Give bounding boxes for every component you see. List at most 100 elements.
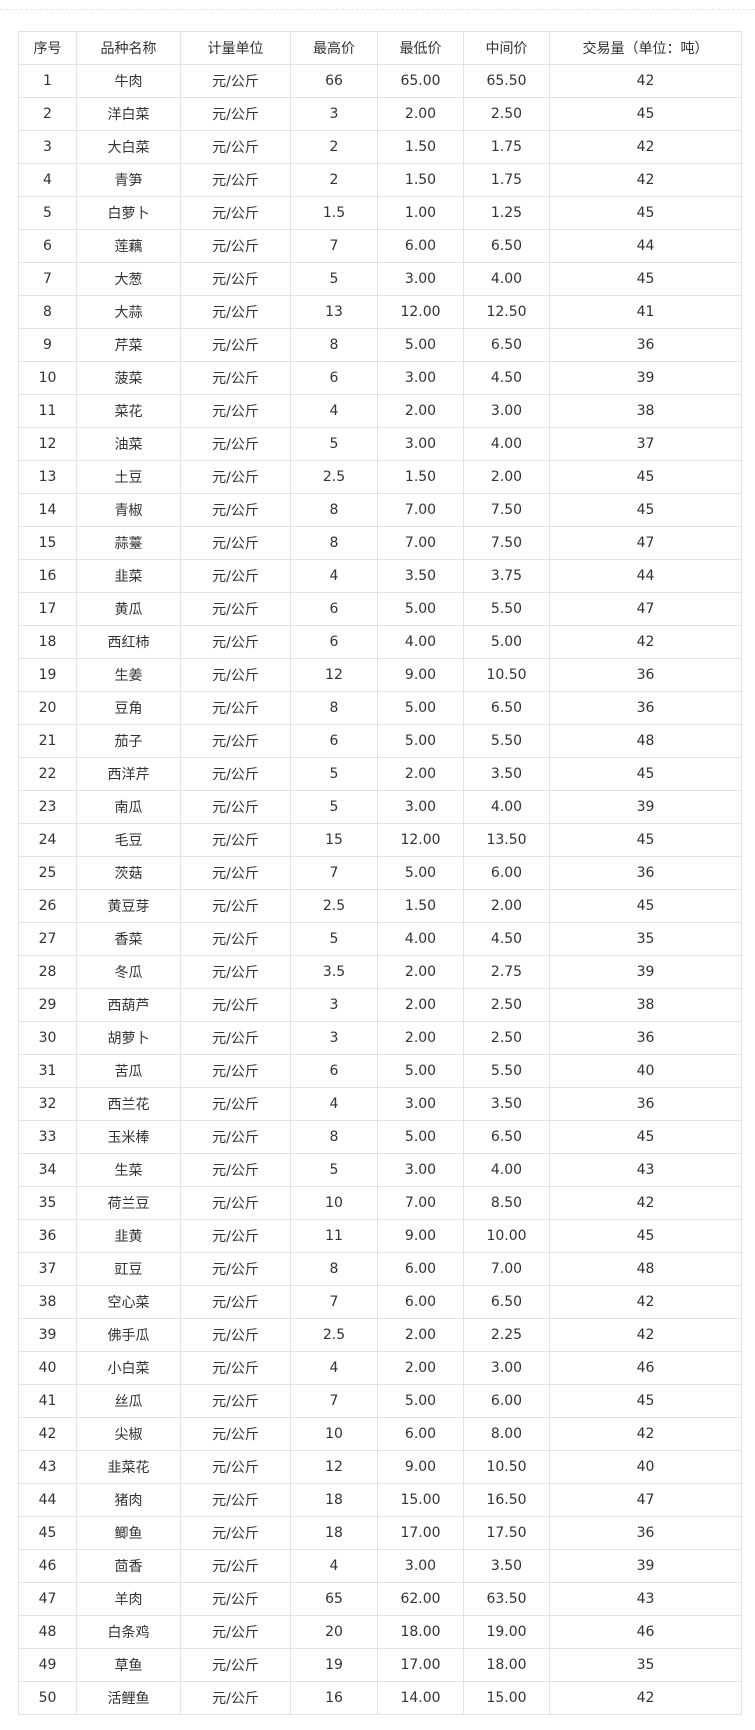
cell-min-price: 5.00	[377, 724, 464, 758]
cell-name: 西红柿	[76, 625, 181, 659]
cell-index: 17	[18, 592, 77, 626]
cell-index: 10	[18, 361, 77, 395]
table-row: 17 黄瓜 元/公斤 6 5.00 5.50 47	[18, 592, 742, 626]
cell-volume: 46	[549, 1351, 742, 1385]
cell-mid-price: 4.50	[463, 361, 550, 395]
cell-unit: 元/公斤	[180, 1021, 291, 1055]
cell-max-price: 12	[290, 1450, 378, 1484]
cell-index: 50	[18, 1681, 77, 1715]
cell-unit: 元/公斤	[180, 559, 291, 593]
cell-name: 苦瓜	[76, 1054, 181, 1088]
table-row: 26 黄豆芽 元/公斤 2.5 1.50 2.00 45	[18, 889, 742, 923]
cell-unit: 元/公斤	[180, 1582, 291, 1616]
cell-min-price: 1.00	[377, 196, 464, 230]
column-header-volume: 交易量（单位：吨）	[549, 31, 742, 65]
cell-min-price: 9.00	[377, 1219, 464, 1253]
cell-name: 莲藕	[76, 229, 181, 263]
cell-name: 大蒜	[76, 295, 181, 329]
cell-max-price: 2	[290, 163, 378, 197]
cell-volume: 40	[549, 1450, 742, 1484]
cell-max-price: 7	[290, 856, 378, 890]
cell-mid-price: 2.50	[463, 988, 550, 1022]
table-row: 14 青椒 元/公斤 8 7.00 7.50 45	[18, 493, 742, 527]
cell-min-price: 6.00	[377, 1252, 464, 1286]
cell-volume: 45	[549, 757, 742, 791]
cell-unit: 元/公斤	[180, 97, 291, 131]
cell-volume: 45	[549, 196, 742, 230]
cell-name: 洋白菜	[76, 97, 181, 131]
cell-mid-price: 8.00	[463, 1417, 550, 1451]
cell-volume: 39	[549, 790, 742, 824]
cell-name: 黄瓜	[76, 592, 181, 626]
cell-index: 47	[18, 1582, 77, 1616]
table-row: 25 茨菇 元/公斤 7 5.00 6.00 36	[18, 856, 742, 890]
cell-mid-price: 1.25	[463, 196, 550, 230]
cell-unit: 元/公斤	[180, 724, 291, 758]
table-row: 2 洋白菜 元/公斤 3 2.00 2.50 45	[18, 97, 742, 131]
cell-min-price: 2.00	[377, 1021, 464, 1055]
table-row: 29 西葫芦 元/公斤 3 2.00 2.50 38	[18, 988, 742, 1022]
cell-name: 韭菜	[76, 559, 181, 593]
table-row: 16 韭菜 元/公斤 4 3.50 3.75 44	[18, 559, 742, 593]
cell-min-price: 9.00	[377, 658, 464, 692]
table-row: 22 西洋芹 元/公斤 5 2.00 3.50 45	[18, 757, 742, 791]
cell-max-price: 10	[290, 1417, 378, 1451]
table-row: 49 草鱼 元/公斤 19 17.00 18.00 35	[18, 1648, 742, 1682]
cell-volume: 36	[549, 658, 742, 692]
cell-mid-price: 10.50	[463, 1450, 550, 1484]
cell-mid-price: 4.00	[463, 1153, 550, 1187]
cell-unit: 元/公斤	[180, 1483, 291, 1517]
table-row: 30 胡萝卜 元/公斤 3 2.00 2.50 36	[18, 1021, 742, 1055]
table-row: 37 豇豆 元/公斤 8 6.00 7.00 48	[18, 1252, 742, 1286]
cell-name: 蒜薹	[76, 526, 181, 560]
table-row: 36 韭黄 元/公斤 11 9.00 10.00 45	[18, 1219, 742, 1253]
column-header-index: 序号	[18, 31, 77, 65]
cell-volume: 45	[549, 889, 742, 923]
cell-unit: 元/公斤	[180, 1054, 291, 1088]
cell-index: 1	[18, 64, 77, 98]
cell-mid-price: 2.25	[463, 1318, 550, 1352]
cell-name: 尖椒	[76, 1417, 181, 1451]
cell-mid-price: 5.50	[463, 724, 550, 758]
cell-unit: 元/公斤	[180, 1351, 291, 1385]
cell-volume: 35	[549, 1648, 742, 1682]
price-table: 序号 品种名称 计量单位 最高价 最低价 中间价 交易量（单位：吨） 1 牛肉 元/公斤 66 65…	[18, 31, 742, 1715]
cell-min-price: 2.00	[377, 955, 464, 989]
cell-name: 茴香	[76, 1549, 181, 1583]
cell-max-price: 12	[290, 658, 378, 692]
cell-name: 西洋芹	[76, 757, 181, 791]
cell-max-price: 19	[290, 1648, 378, 1682]
cell-name: 菜花	[76, 394, 181, 428]
cell-mid-price: 6.50	[463, 1120, 550, 1154]
cell-index: 23	[18, 790, 77, 824]
cell-name: 青笋	[76, 163, 181, 197]
cell-min-price: 5.00	[377, 1120, 464, 1154]
cell-index: 31	[18, 1054, 77, 1088]
cell-volume: 42	[549, 1318, 742, 1352]
table-row: 27 香菜 元/公斤 5 4.00 4.50 35	[18, 922, 742, 956]
cell-volume: 37	[549, 427, 742, 461]
cell-min-price: 2.00	[377, 988, 464, 1022]
cell-max-price: 3	[290, 97, 378, 131]
cell-index: 7	[18, 262, 77, 296]
cell-mid-price: 2.50	[463, 97, 550, 131]
cell-volume: 47	[549, 1483, 742, 1517]
cell-unit: 元/公斤	[180, 625, 291, 659]
cell-volume: 42	[549, 625, 742, 659]
cell-index: 20	[18, 691, 77, 725]
cell-mid-price: 5.00	[463, 625, 550, 659]
cell-mid-price: 7.00	[463, 1252, 550, 1286]
cell-name: 菠菜	[76, 361, 181, 395]
cell-mid-price: 5.50	[463, 1054, 550, 1088]
cell-max-price: 2.5	[290, 1318, 378, 1352]
cell-volume: 36	[549, 856, 742, 890]
cell-mid-price: 4.00	[463, 790, 550, 824]
cell-index: 21	[18, 724, 77, 758]
cell-max-price: 13	[290, 295, 378, 329]
cell-volume: 43	[549, 1153, 742, 1187]
cell-index: 29	[18, 988, 77, 1022]
table-row: 21 茄子 元/公斤 6 5.00 5.50 48	[18, 724, 742, 758]
cell-max-price: 3	[290, 1021, 378, 1055]
cell-unit: 元/公斤	[180, 757, 291, 791]
cell-mid-price: 6.50	[463, 1285, 550, 1319]
